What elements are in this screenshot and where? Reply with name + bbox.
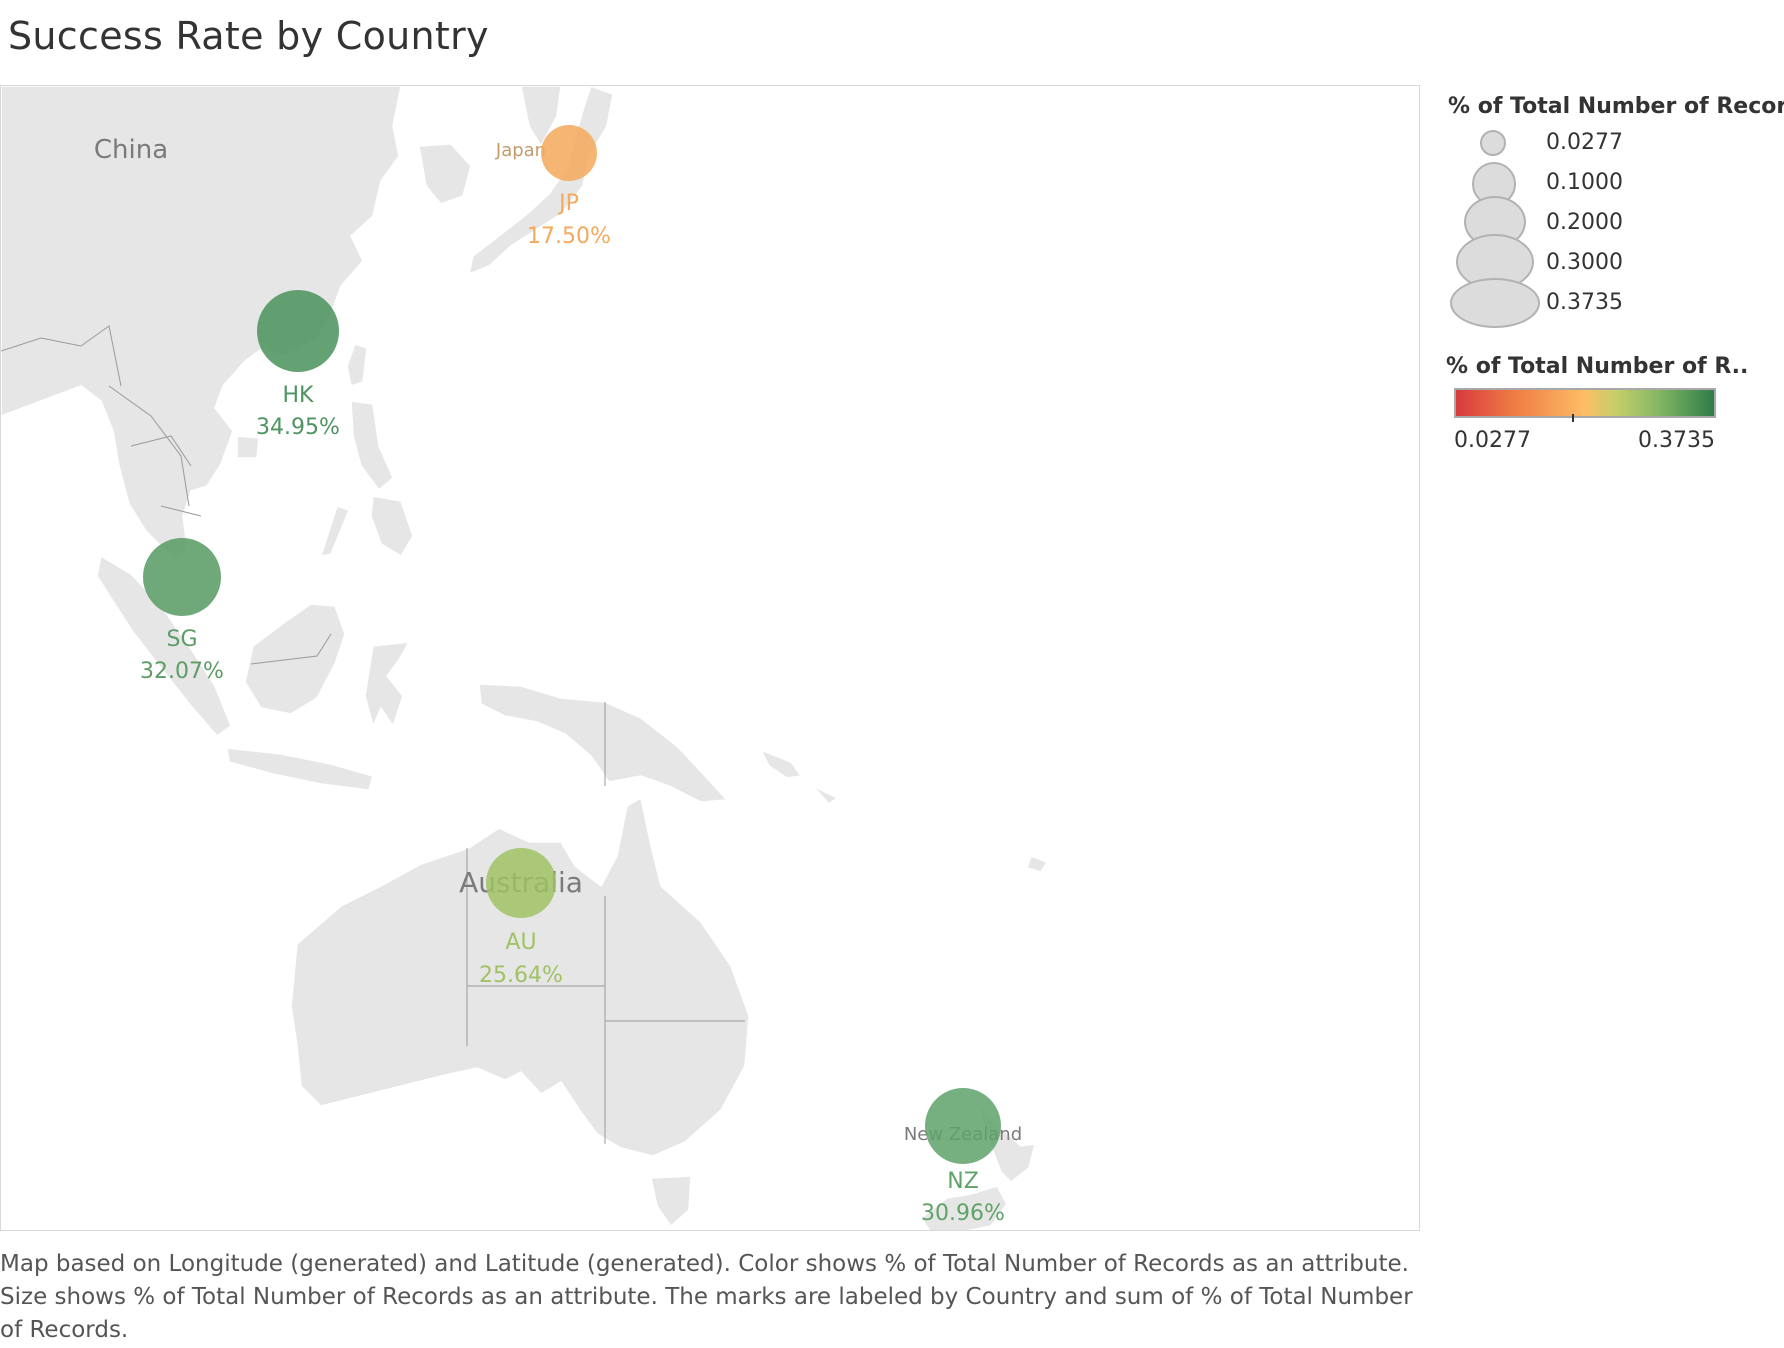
size-legend-label: 0.2000	[1546, 210, 1623, 235]
mark-value-label: 32.07%	[140, 659, 224, 684]
land-taiwan	[346, 343, 368, 387]
border-lines	[1, 325, 745, 1144]
mark-au[interactable]: AU 25.64%	[479, 848, 563, 988]
land-north-islands	[520, 86, 562, 148]
color-legend-ramp	[1454, 388, 1716, 418]
mark-sg[interactable]: SG 32.07%	[140, 538, 224, 684]
mark-country-label: JP	[557, 191, 579, 216]
land-australia	[290, 796, 750, 1157]
mark-country-label: NZ	[947, 1169, 979, 1194]
land-korea	[418, 143, 472, 205]
land-asia-mainland	[1, 86, 402, 563]
land-hainan	[236, 435, 260, 459]
land-philippines	[319, 400, 414, 558]
size-legend-label: 0.3735	[1546, 290, 1623, 315]
mark-jp[interactable]: JP 17.50%	[527, 125, 611, 249]
color-legend-min: 0.0277	[1454, 428, 1531, 453]
mark-circle[interactable]	[486, 848, 556, 918]
mark-circle[interactable]	[257, 290, 339, 372]
mark-country-label: AU	[505, 930, 536, 955]
mark-hk[interactable]: HK 34.95%	[256, 290, 340, 440]
land-tasmania	[650, 1175, 692, 1228]
map-canvas[interactable]: China Japan Australia New Zealand JP 17.…	[1, 86, 1420, 1231]
color-legend-title: % of Total Number of R..	[1446, 354, 1749, 379]
map-view[interactable]: China Japan Australia New Zealand JP 17.…	[0, 85, 1420, 1231]
mark-value-label: 34.95%	[256, 415, 340, 440]
size-legend-label: 0.3000	[1546, 250, 1623, 275]
mark-circle[interactable]	[925, 1088, 1001, 1164]
mark-country-label: HK	[283, 383, 315, 408]
land-new-zealand	[919, 1101, 1036, 1230]
land-sulawesi	[364, 641, 411, 729]
land-solomons	[759, 748, 1049, 873]
mark-circle[interactable]	[143, 538, 221, 616]
region-label-japan: Japan	[495, 140, 546, 161]
mark-circle[interactable]	[541, 125, 597, 181]
mark-country-label: SG	[166, 627, 197, 652]
size-legend-circle	[1450, 278, 1540, 328]
size-legend-label: 0.1000	[1546, 170, 1623, 195]
mark-value-label: 30.96%	[921, 1201, 1005, 1226]
size-legend-circle	[1480, 130, 1506, 156]
color-legend-max: 0.3735	[1638, 428, 1715, 453]
size-legend-title: % of Total Number of Records	[1448, 94, 1784, 119]
mark-value-label: 17.50%	[527, 224, 611, 249]
mark-nz[interactable]: NZ 30.96%	[921, 1088, 1005, 1226]
color-legend-tick	[1572, 414, 1574, 422]
size-legend-label: 0.0277	[1546, 130, 1623, 155]
mark-value-label: 25.64%	[479, 963, 563, 988]
map-caption: Map based on Longitude (generated) and L…	[0, 1251, 1413, 1343]
land-java	[226, 747, 374, 791]
land-new-guinea	[478, 683, 729, 803]
region-label-china: China	[94, 135, 168, 165]
legend-panel: % of Total Number of Records 0.0277 0.10…	[1440, 92, 1784, 512]
page-title: Success Rate by Country	[8, 14, 489, 58]
